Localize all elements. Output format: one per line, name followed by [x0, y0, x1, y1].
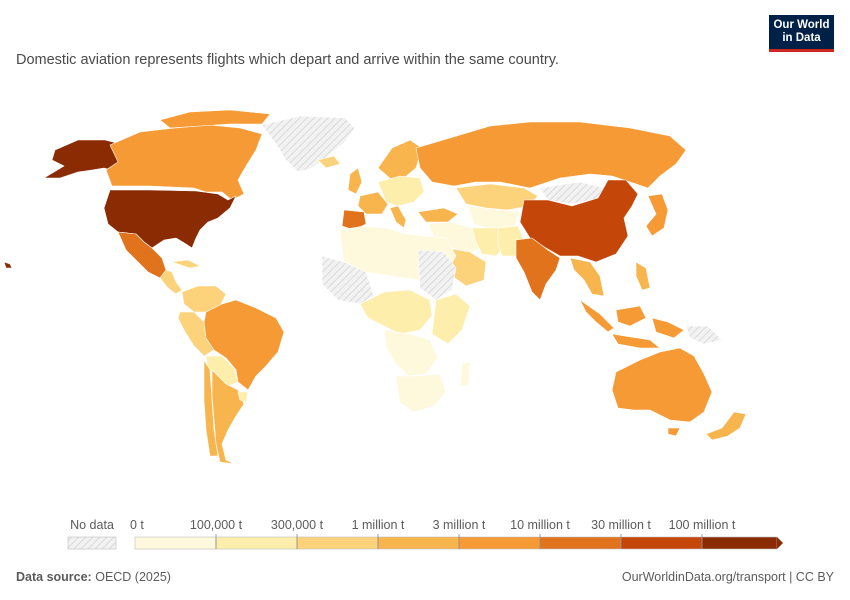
egypt-sudan-no-data[interactable] [417, 249, 457, 301]
southeast-asia[interactable] [569, 257, 605, 297]
logo-line-1: Our World [773, 19, 830, 31]
east-africa[interactable] [431, 293, 471, 345]
france[interactable] [357, 191, 389, 215]
west-africa-no-data[interactable] [321, 255, 375, 305]
canada[interactable] [105, 124, 263, 201]
australia[interactable] [611, 347, 713, 423]
papua-new-guinea[interactable] [685, 325, 723, 345]
legend-swatch [620, 536, 703, 550]
scandinavia[interactable] [377, 139, 423, 181]
logo-line-2: in Data [782, 32, 821, 44]
world-map [3, 109, 747, 465]
legend-swatch [215, 536, 298, 550]
legend-swatch [134, 536, 217, 550]
legend-swatch [377, 536, 460, 550]
legend: No data 0 t 100,000 t 300,000 t 1 million t… [67, 518, 783, 550]
central-america[interactable] [159, 269, 183, 295]
madagascar[interactable] [459, 361, 471, 387]
russia[interactable] [415, 121, 687, 189]
owid-logo[interactable]: Our World in Data [769, 15, 834, 52]
canada-islands[interactable] [159, 109, 271, 129]
greenland[interactable] [261, 115, 356, 173]
brazil[interactable] [203, 299, 285, 391]
legend-swatch [539, 536, 622, 550]
italy[interactable] [389, 205, 407, 229]
legend-label: 0 t [130, 518, 144, 532]
legend-label: 3 million t [433, 518, 486, 532]
legend-label: 300,000 t [271, 518, 324, 532]
indonesia[interactable] [579, 299, 685, 349]
hawaii[interactable] [3, 261, 13, 269]
legend-label: 30 million t [591, 518, 651, 532]
peru[interactable] [177, 311, 215, 357]
owid-link[interactable]: OurWorldinData.org/transport | CC BY [621, 570, 834, 584]
data-source: Data source: OECD (2025) [16, 570, 171, 584]
legend-swatch [458, 536, 541, 550]
uruguay[interactable] [237, 391, 249, 403]
chart-subtitle: Domestic aviation represents flights whi… [16, 52, 559, 68]
legend-label: 10 million t [510, 518, 570, 532]
central-africa[interactable] [383, 329, 439, 377]
united-kingdom[interactable] [347, 167, 363, 195]
southern-africa[interactable] [395, 373, 447, 413]
legend-no-data-swatch [67, 536, 117, 550]
japan[interactable] [645, 193, 669, 237]
legend-label: 100 million t [669, 518, 736, 532]
chile[interactable] [203, 359, 219, 457]
data-source-value: OECD (2025) [95, 570, 171, 584]
legend-arrow [777, 537, 783, 549]
west-central-africa[interactable] [359, 289, 433, 335]
legend-swatch [701, 536, 778, 550]
alaska[interactable] [43, 139, 129, 179]
india[interactable] [515, 237, 561, 301]
central-europe[interactable] [377, 175, 425, 207]
data-source-label: Data source: [16, 570, 92, 584]
legend-swatch [296, 536, 379, 550]
new-zealand[interactable] [705, 411, 747, 441]
turkey[interactable] [417, 207, 459, 223]
philippines[interactable] [635, 261, 651, 291]
central-asia[interactable] [467, 205, 521, 231]
tasmania[interactable] [667, 427, 681, 437]
legend-label: 1 million t [352, 518, 405, 532]
legend-no-data-label: No data [70, 518, 114, 532]
caribbean[interactable] [171, 259, 201, 269]
legend-label: 100,000 t [190, 518, 243, 532]
iceland[interactable] [317, 155, 341, 169]
